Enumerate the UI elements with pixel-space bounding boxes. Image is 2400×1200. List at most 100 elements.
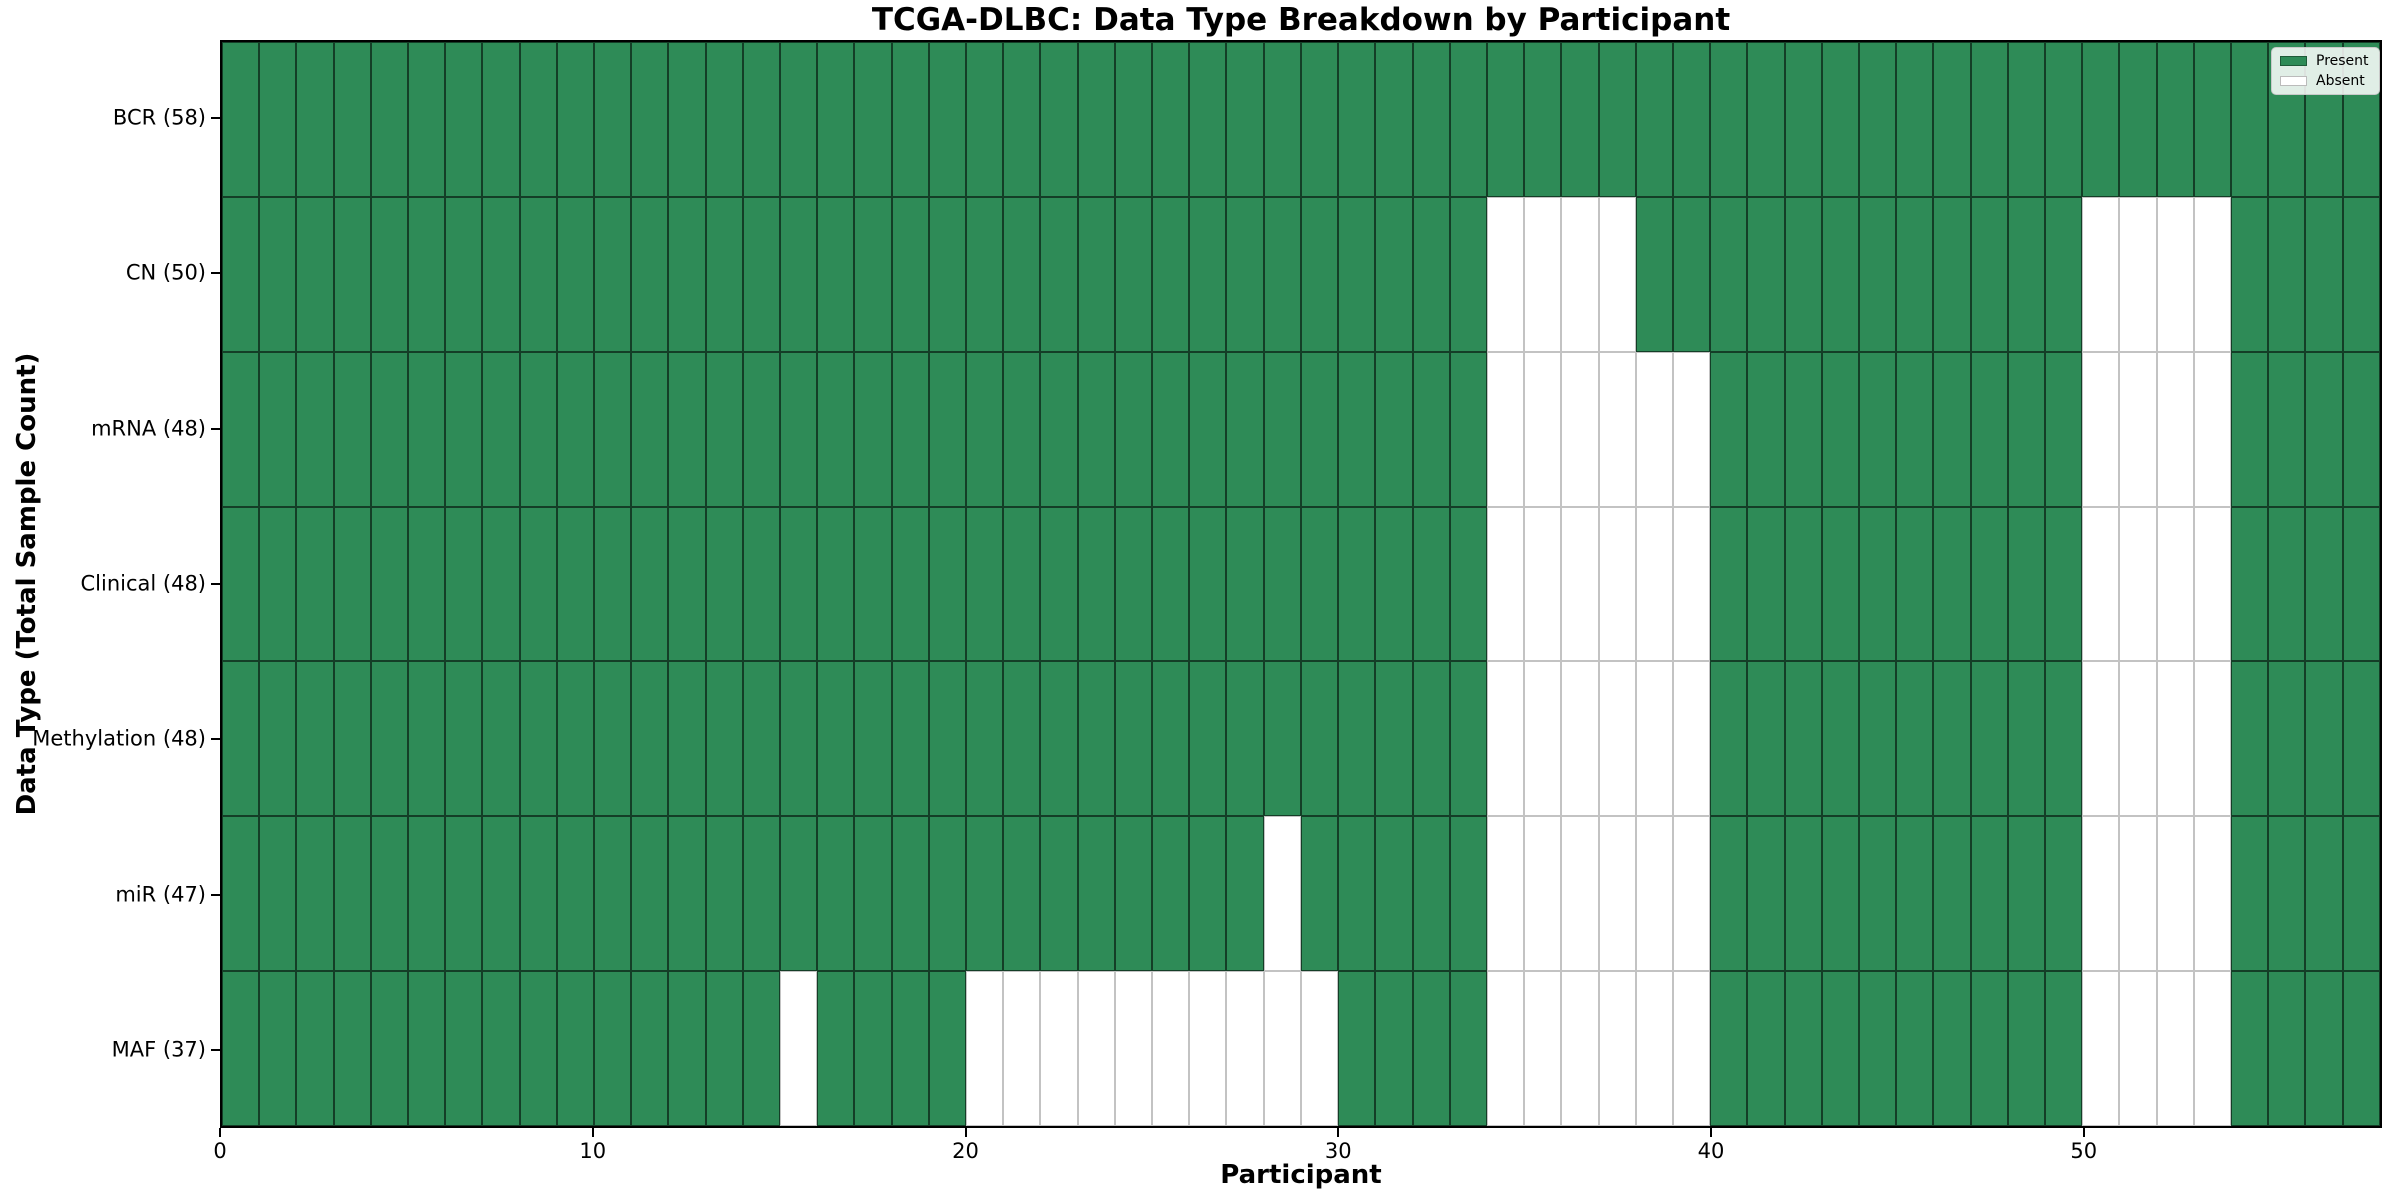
heatmap-cell [668, 661, 706, 817]
heatmap-cell [1189, 661, 1227, 817]
heatmap-cell [1338, 661, 1376, 817]
heatmap-cell [296, 42, 334, 197]
heatmap-cell [370, 196, 409, 352]
heatmap-cell [445, 351, 483, 507]
heatmap-cell [222, 42, 260, 197]
heatmap-cell [1375, 971, 1413, 1126]
heatmap-cell [1412, 661, 1450, 817]
heatmap-cell [556, 816, 595, 972]
heatmap-cell [1263, 661, 1301, 817]
x-tick-label: 0 [213, 1139, 227, 1163]
heatmap-cell [966, 971, 1004, 1126]
heatmap-cell [1710, 351, 1748, 507]
heatmap-cell [928, 971, 967, 1126]
heatmap-cell [333, 816, 371, 972]
heatmap-cell [370, 816, 409, 972]
heatmap-cell [2305, 971, 2343, 1126]
heatmap-cell [1970, 506, 2008, 662]
heatmap-cell [1524, 42, 1562, 197]
heatmap-cell [891, 971, 929, 1126]
heatmap-cell [631, 42, 669, 197]
heatmap-cell [1077, 196, 1115, 352]
heatmap-cell [780, 816, 818, 972]
heatmap-cell [1524, 816, 1562, 972]
heatmap-cell [1784, 661, 1822, 817]
heatmap-cell [519, 196, 557, 352]
heatmap-cell [1077, 816, 1115, 972]
heatmap-cell [1114, 351, 1153, 507]
heatmap-cell [1040, 816, 1078, 972]
heatmap-cell [1933, 816, 1971, 972]
legend: Present Absent [2271, 47, 2380, 95]
heatmap-cell [1412, 351, 1450, 507]
heatmap-cell [1040, 42, 1078, 197]
heatmap-cell [1672, 196, 1711, 352]
heatmap-cell [1077, 351, 1115, 507]
heatmap-cell [854, 971, 892, 1126]
heatmap-row-cn [222, 196, 2380, 352]
x-tick-label: 10 [579, 1139, 607, 1163]
heatmap-cell [1189, 42, 1227, 197]
heatmap-cell [1040, 506, 1078, 662]
heatmap-cell [1821, 42, 1859, 197]
heatmap-cell [482, 42, 520, 197]
heatmap-cell [705, 661, 743, 817]
heatmap-cell [408, 971, 446, 1126]
heatmap-row-methylation [222, 661, 2380, 817]
heatmap-cell [1747, 42, 1785, 197]
heatmap-cell [1152, 351, 1190, 507]
heatmap-cell [1896, 351, 1934, 507]
heatmap-cell [1821, 506, 1859, 662]
heatmap-cell [445, 196, 483, 352]
heatmap-cell [705, 816, 743, 972]
heatmap-cell [482, 816, 520, 972]
heatmap-cell [594, 816, 632, 972]
heatmap-cell [1152, 506, 1190, 662]
heatmap-cell [1226, 661, 1264, 817]
heatmap-cell [222, 971, 260, 1126]
heatmap-cell [891, 42, 929, 197]
heatmap-cell [333, 661, 371, 817]
heatmap-cell [1486, 42, 1525, 197]
heatmap-cell [370, 351, 409, 507]
heatmap-cell [631, 506, 669, 662]
legend-item-present: Present [2280, 54, 2369, 68]
heatmap-cell [1672, 816, 1711, 972]
heatmap-cell [1672, 971, 1711, 1126]
heatmap-cell [1747, 971, 1785, 1126]
heatmap-cell [2119, 196, 2157, 352]
heatmap-cell [1896, 506, 1934, 662]
heatmap-cell [631, 196, 669, 352]
heatmap-cell [928, 816, 967, 972]
heatmap-cell [780, 351, 818, 507]
x-tick-label: 20 [952, 1139, 979, 1163]
heatmap-cell [445, 506, 483, 662]
heatmap-cell [519, 816, 557, 972]
heatmap-cell [1003, 816, 1041, 972]
heatmap-cell [2007, 506, 2045, 662]
heatmap-cell [1821, 816, 1859, 972]
heatmap-cell [222, 351, 260, 507]
heatmap-cell [1189, 351, 1227, 507]
heatmap-cell [2230, 196, 2269, 352]
heatmap-cell [1561, 42, 1599, 197]
heatmap-cell [2193, 42, 2231, 197]
heatmap-cell [854, 816, 892, 972]
heatmap-cell [259, 661, 297, 817]
heatmap-cell [1375, 661, 1413, 817]
heatmap-cell [1672, 351, 1711, 507]
heatmap-cell [1077, 971, 1115, 1126]
heatmap-cell [333, 506, 371, 662]
heatmap-cell [2044, 42, 2083, 197]
heatmap-cell [1003, 506, 1041, 662]
heatmap-cell [854, 661, 892, 817]
heatmap-cell [296, 661, 334, 817]
heatmap-cell [631, 351, 669, 507]
heatmap-cell [1300, 506, 1339, 662]
heatmap-cell [1524, 661, 1562, 817]
heatmap-cell [1486, 506, 1525, 662]
heatmap-cell [966, 661, 1004, 817]
heatmap-cell [1858, 506, 1897, 662]
heatmap-cell [333, 971, 371, 1126]
heatmap-cell [2305, 196, 2343, 352]
